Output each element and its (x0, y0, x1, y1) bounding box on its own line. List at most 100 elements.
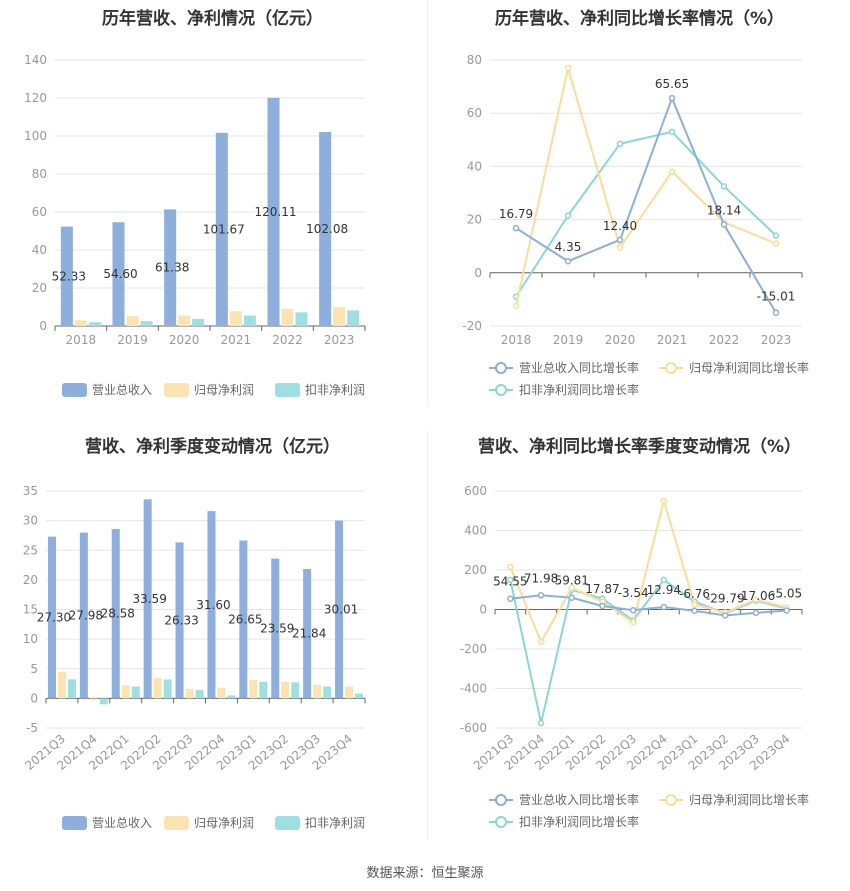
data-label: 61.38 (155, 261, 189, 275)
legend-marker-icon (495, 384, 507, 396)
data-point (616, 236, 624, 244)
x-tick-label: 2021 (221, 333, 252, 347)
y-tick-label: 30 (23, 514, 38, 528)
y-tick-label: 60 (32, 205, 47, 219)
annual-growth-panel: 历年营收、净利同比增长率情况（%） -20 0 20 40 60 80 2018 2019 20… (429, 0, 850, 405)
series-line (515, 130, 777, 298)
y-tick-label: 80 (32, 167, 47, 181)
data-point (512, 224, 520, 232)
data-point (568, 584, 575, 592)
x-tick-label: 2021 (657, 333, 688, 347)
bar (323, 686, 332, 699)
y-tick-label: -400 (460, 682, 487, 696)
y-tick-label: -600 (460, 721, 487, 735)
data-point (616, 244, 624, 251)
y-tick-label: 200 (464, 563, 487, 577)
data-label: 120.11 (255, 205, 297, 219)
bar (281, 681, 290, 699)
bar (112, 222, 125, 326)
divider (427, 430, 428, 840)
data-label: 16.79 (499, 207, 533, 221)
bar (319, 132, 332, 326)
bar (111, 529, 120, 699)
data-point (512, 302, 520, 310)
data-point (629, 619, 637, 626)
y-tick-label: 80 (467, 53, 482, 67)
legend-label: 营业总收入 (92, 383, 152, 397)
y-tick-label: 40 (32, 243, 47, 257)
bar (347, 310, 360, 326)
legend-label: 营业总收入同比增长率 (519, 792, 639, 807)
bar (47, 536, 56, 699)
y-tick-label: 40 (467, 159, 482, 173)
data-label: 27.98 (69, 608, 103, 622)
data-point (772, 309, 780, 316)
data-label: 27.30 (37, 610, 71, 624)
data-point (537, 638, 545, 646)
bar (121, 685, 130, 699)
bar (313, 684, 322, 699)
bar (295, 312, 308, 326)
annual-growth-chart: -20 0 20 40 60 80 2018 2019 2020 2021 2022 2023 16.7… (462, 53, 809, 397)
data-point (660, 576, 668, 584)
y-tick-label: 20 (32, 281, 47, 295)
legend-marker-icon (495, 794, 507, 806)
quarterly-revenue-profit-chart: -5051015202530352021Q32021Q42022Q12022Q2… (22, 484, 366, 830)
data-point (772, 240, 780, 247)
quarterly-growth-panel: 营收、净利同比增长率季度变动情况（%） -600 -400 -200 0 200 400 6… (429, 428, 850, 843)
chart-title: 历年营收、净利同比增长率情况（%） (494, 9, 785, 29)
data-point (691, 601, 698, 608)
bar (67, 679, 76, 699)
bar (345, 686, 354, 699)
x-tick-label: 2023 (324, 333, 355, 347)
legend-label: 营业总收入同比增长率 (519, 360, 639, 375)
data-point (668, 94, 676, 102)
data-label: -17.06 (737, 589, 776, 603)
legend-swatch (62, 816, 87, 830)
y-tick-label: 400 (464, 524, 487, 538)
data-label: 54.55 (493, 575, 527, 589)
legend-swatch (275, 383, 300, 397)
y-tick-label: 0 (30, 691, 38, 705)
y-tick-label: 600 (464, 484, 487, 498)
series-line (510, 594, 787, 617)
data-label: 26.33 (164, 613, 198, 627)
bar (291, 682, 300, 699)
legend-label: 归母净利润 (194, 816, 254, 830)
bar (192, 318, 205, 326)
legend-swatch (62, 383, 87, 397)
bar (229, 311, 242, 326)
quarterly-growth-chart: -600-400-20002004006002021Q32021Q42022Q1… (460, 484, 809, 829)
bar (259, 681, 268, 699)
y-tick-label: 140 (24, 53, 47, 67)
x-tick-label: 2019 (553, 333, 584, 347)
y-tick-label: 0 (479, 603, 487, 617)
y-tick-label: 20 (23, 573, 38, 587)
legend-swatch (164, 383, 189, 397)
bar (57, 671, 66, 699)
data-label: 71.98 (524, 571, 558, 585)
data-point (507, 563, 514, 571)
y-tick-label: 10 (23, 632, 38, 646)
bar (140, 321, 153, 326)
data-point (772, 232, 780, 239)
x-tick-label: 2020 (169, 333, 200, 347)
legend-swatch (275, 816, 300, 830)
x-tick-label: 2022 (272, 333, 303, 347)
data-label: 4.35 (555, 240, 582, 254)
legend-label: 归母净利润同比增长率 (689, 360, 809, 375)
bar (185, 688, 194, 699)
y-tick-label: 20 (467, 213, 482, 227)
bar (131, 686, 140, 699)
bar (88, 322, 101, 326)
bar (178, 315, 191, 326)
legend-marker-icon (495, 362, 507, 374)
bar (126, 316, 139, 326)
data-point (537, 592, 545, 599)
data-point (720, 221, 728, 228)
data-label: 59.81 (555, 574, 589, 588)
y-tick-label: -20 (462, 319, 482, 333)
x-tick-label: 2022 (709, 333, 740, 347)
y-tick-label: 60 (467, 106, 482, 120)
bar (175, 542, 184, 699)
